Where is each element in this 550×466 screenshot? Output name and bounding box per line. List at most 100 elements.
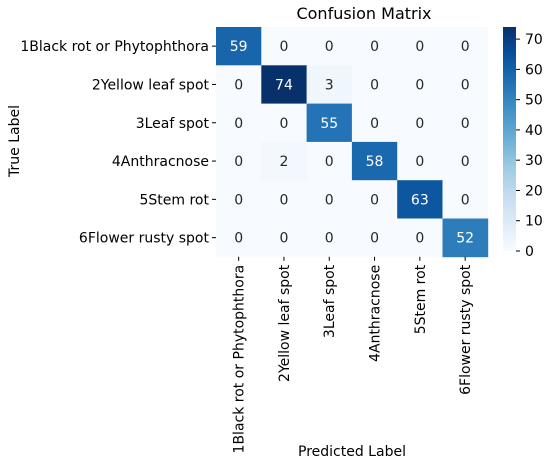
heatmap-cell	[351, 27, 398, 66]
heatmap-cell	[261, 141, 307, 181]
cell-value-label: 0	[234, 116, 243, 132]
x-tick-label: 3Leaf spot	[322, 264, 338, 338]
heatmap-cell	[216, 103, 262, 143]
heatmap-cell	[351, 103, 398, 143]
cell-value-label: 0	[370, 39, 379, 55]
heatmap-cell	[442, 180, 489, 219]
colorbar	[503, 27, 516, 251]
cell-value-label: 0	[461, 39, 470, 55]
cell-value-label: 0	[279, 116, 288, 132]
heatmap-cell	[397, 218, 443, 258]
heatmap-cell	[442, 141, 489, 181]
cell-value-label: 0	[325, 231, 334, 247]
heatmap-cell	[216, 65, 262, 104]
x-tick-label: 1Black rot or Phytophthora	[232, 265, 248, 454]
heatmap-cell	[442, 103, 489, 143]
cell-value-label: 55	[320, 116, 338, 132]
heatmap-cell	[442, 27, 489, 66]
cell-value-label: 0	[279, 39, 288, 55]
x-tick-label: 6Flower rusty spot	[458, 264, 474, 395]
y-tick-label: 5Stem rot	[140, 192, 210, 208]
cell-value-label: 0	[370, 77, 379, 93]
heatmap-cell	[397, 180, 443, 219]
cell-value-label: 0	[234, 231, 243, 247]
cell-value-label: 0	[325, 39, 334, 55]
y-tick-label: 1Black rot or Phytophthora	[20, 39, 209, 55]
x-tick-label: 2Yellow leaf spot	[277, 264, 293, 382]
y-axis-label: True Label	[7, 105, 23, 178]
y-tick-label: 4Anthracnose	[112, 154, 209, 170]
cell-value-label: 0	[370, 192, 379, 208]
heatmap-cell	[261, 103, 307, 143]
y-tick-label: 6Flower rusty spot	[79, 231, 210, 247]
heatmap-cell	[261, 180, 307, 219]
heatmap-cell	[306, 65, 353, 104]
cell-value-label: 0	[234, 77, 243, 93]
cell-value-label: 0	[461, 154, 470, 170]
cell-value-label: 2	[279, 154, 288, 170]
heatmap-cell	[261, 218, 307, 258]
cell-value-label: 0	[415, 77, 424, 93]
heatmap-cell	[351, 141, 398, 181]
heatmap-cell	[351, 218, 398, 258]
cell-value-label: 0	[461, 116, 470, 132]
heatmap-cell	[351, 180, 398, 219]
heatmap-cell	[397, 141, 443, 181]
colorbar-tick-label: 10	[525, 214, 543, 230]
heatmap-cell	[216, 218, 262, 258]
colorbar-tick-label: 50	[525, 93, 543, 109]
cell-value-label: 0	[415, 39, 424, 55]
colorbar-tick-label: 30	[525, 153, 543, 169]
cell-value-label: 0	[279, 192, 288, 208]
cell-value-label: 0	[370, 231, 379, 247]
heatmap-cell	[306, 141, 353, 181]
heatmap-cell	[397, 103, 443, 143]
cell-value-label: 0	[234, 192, 243, 208]
heatmap-cell	[442, 65, 489, 104]
cell-value-label: 3	[325, 77, 334, 93]
cell-value-label: 0	[461, 192, 470, 208]
cell-value-label: 0	[234, 154, 243, 170]
cell-value-label: 0	[325, 192, 334, 208]
colorbar-tick-label: 0	[525, 244, 534, 260]
x-axis-label: Predicted Label	[298, 444, 406, 460]
cell-value-label: 0	[415, 154, 424, 170]
colorbar-tick-label: 70	[525, 32, 543, 48]
heatmap-cell	[306, 27, 353, 66]
cell-value-label: 58	[366, 154, 384, 170]
colorbar-tick-label: 40	[525, 123, 543, 139]
cell-value-label: 0	[415, 116, 424, 132]
cell-value-label: 52	[456, 231, 474, 247]
y-axis-ticks: 1Black rot or Phytophthora 2Yellow leaf s…	[20, 39, 216, 247]
heatmap-cell	[306, 180, 353, 219]
heatmap-cell	[306, 103, 353, 143]
colorbar-ticks: 0 10 20 30 40 50 60 70	[516, 32, 543, 260]
heatmap-cell	[306, 218, 353, 258]
cell-value-label: 0	[279, 231, 288, 247]
cell-value-label: 63	[411, 192, 429, 208]
x-tick-label: 4Anthracnose	[368, 265, 384, 362]
cell-value-label: 0	[325, 154, 334, 170]
x-tick-label: 5Stem rot	[413, 264, 429, 334]
chart-title: Confusion Matrix	[296, 4, 431, 23]
heatmap-cells	[216, 27, 489, 258]
heatmap-cell	[351, 65, 398, 104]
heatmap-cell	[216, 180, 262, 219]
cell-value-label: 74	[275, 77, 293, 93]
heatmap-cell	[397, 65, 443, 104]
x-axis-ticks: 1Black rot or Phytophthora 2Yellow leaf s…	[232, 256, 474, 454]
cell-value-label: 59	[230, 39, 248, 55]
heatmap-cell	[261, 65, 307, 104]
y-tick-label: 3Leaf spot	[136, 116, 210, 132]
heatmap-cell	[216, 141, 262, 181]
heatmap-cell	[442, 218, 489, 258]
colorbar-tick-label: 20	[525, 183, 543, 199]
heatmap-cell	[261, 27, 307, 66]
cell-value-label: 0	[461, 77, 470, 93]
cell-value-label: 0	[415, 231, 424, 247]
cell-value-label: 0	[370, 116, 379, 132]
colorbar-tick-label: 60	[525, 62, 543, 78]
y-tick-label: 2Yellow leaf spot	[92, 77, 210, 93]
